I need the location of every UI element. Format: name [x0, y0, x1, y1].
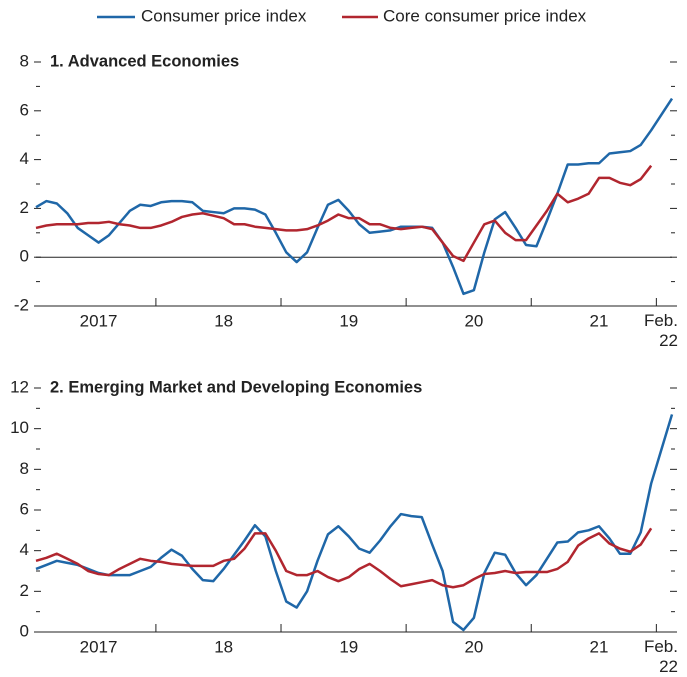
- y-tick-label: 2: [20, 581, 29, 600]
- y-tick-label: 6: [20, 100, 29, 119]
- x-tick-label: 2017: [80, 311, 118, 330]
- x-tick-label: 18: [214, 637, 233, 656]
- x-tick-label: 20: [464, 637, 483, 656]
- y-tick-label: 8: [20, 51, 29, 70]
- x-tick-label: 20: [464, 311, 483, 330]
- y-tick-label: 4: [20, 149, 29, 168]
- series-line: [35, 97, 674, 296]
- y-tick-label: 0: [20, 621, 29, 640]
- y-tick-label: 0: [20, 247, 29, 266]
- panel-title: 1. Advanced Economies: [50, 52, 239, 70]
- y-tick-label: 6: [20, 499, 29, 518]
- x-tick-label: 18: [214, 311, 233, 330]
- x-tick-label: Feb. 22: [644, 311, 678, 350]
- series-line: [35, 527, 653, 589]
- y-tick-label: 4: [20, 540, 29, 559]
- x-tick-label: 21: [590, 637, 609, 656]
- legend: Consumer price index Core consumer price…: [97, 6, 587, 25]
- y-tick-label: 10: [10, 418, 29, 437]
- legend-label: Consumer price index: [141, 6, 307, 25]
- x-tick-label-line: Feb.: [644, 311, 678, 330]
- y-tick-label: 12: [10, 377, 29, 396]
- legend-label: Core consumer price index: [383, 6, 587, 25]
- x-tick-label: 19: [339, 311, 358, 330]
- x-tick-label-line: Feb.: [644, 637, 678, 656]
- x-tick-label: 21: [590, 311, 609, 330]
- x-tick-label-line: 22: [659, 657, 678, 676]
- y-tick-label: 8: [20, 459, 29, 478]
- panel-title: 2. Emerging Market and Developing Econom…: [50, 378, 422, 396]
- x-tick-label: 19: [339, 637, 358, 656]
- x-tick-label: 2017: [80, 637, 118, 656]
- x-tick-label-line: 22: [659, 331, 678, 350]
- series-line: [35, 164, 653, 263]
- y-tick-label: 2: [20, 198, 29, 217]
- series-line: [35, 414, 674, 632]
- y-tick-label: -2: [14, 295, 29, 314]
- x-tick-label: Feb. 22: [644, 637, 678, 676]
